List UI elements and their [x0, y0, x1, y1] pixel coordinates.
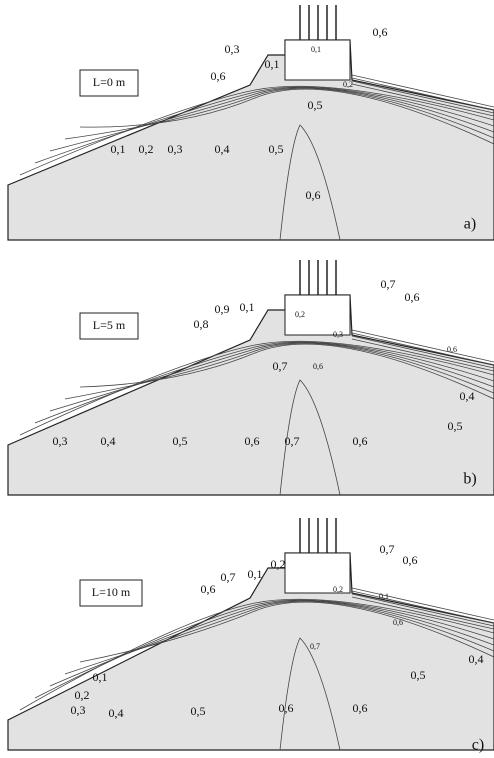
contour-label: 0,7 — [273, 359, 288, 373]
contour-label: 0,9 — [215, 302, 230, 316]
panel: L=5 m b) 0,7 0,6 0,9 0,1 0,2 0,8 0,3 0,6 0,7 0,6 0,4… — [8, 260, 494, 495]
contour-label: 0,3 — [333, 330, 343, 339]
contour-label: 0,7 — [381, 277, 396, 291]
contour-label: 0,1 — [240, 300, 255, 314]
contour-label: 0,2 — [295, 310, 305, 319]
contour-label: 0,4 — [460, 389, 475, 403]
contour-label: 0,6 — [211, 69, 226, 83]
contour-label: 0,6 — [393, 618, 403, 627]
contour-label: 0,3 — [53, 434, 68, 448]
contour-label: 0,3 — [225, 42, 240, 56]
contour-label: 0,1 — [311, 45, 321, 54]
panel-letter: b) — [463, 471, 476, 488]
contour-label: 0,6 — [405, 290, 420, 304]
contour-label: 0,7 — [221, 570, 236, 584]
contour-label: 0,6 — [306, 188, 321, 202]
contour-label: 0,6 — [447, 345, 457, 354]
contour-label: 0,2 — [343, 80, 353, 89]
contour-label: 0,5 — [308, 98, 323, 112]
panel-length: L=0 m — [93, 75, 126, 89]
contour-label: 0,5 — [191, 704, 206, 718]
contour-label: 0,4 — [215, 142, 230, 156]
panel-length: L=5 m — [93, 318, 126, 332]
contour-label: 0,3 — [71, 703, 86, 717]
contour-label: 0,4 — [109, 706, 124, 720]
figure: L=0 ma)0,60,30,10,10,60,20,50,10,20,30,4… — [0, 0, 494, 758]
contour-label: 0,6 — [353, 701, 368, 715]
contour-label: 0,6 — [201, 582, 216, 596]
contour-label: 0,5 — [173, 434, 188, 448]
contour-label: 0,1 — [265, 57, 280, 71]
contour-label: 0,8 — [194, 317, 209, 331]
contour-label: 0,6 — [403, 553, 418, 567]
contour-label: 0,2 — [139, 142, 154, 156]
contour-label: 0,7 — [285, 434, 300, 448]
contour-label: 0,6 — [353, 434, 368, 448]
contour-label: 0,6 — [313, 362, 323, 371]
contour-label: 0,2 — [271, 557, 286, 571]
contour-label: 0,2 — [333, 585, 343, 594]
contour-label: 0,2 — [75, 688, 90, 702]
contour-label: 0,7 — [310, 642, 320, 651]
contour-label: 0,5 — [448, 419, 463, 433]
contour-label: 0,1 — [248, 567, 263, 581]
panel-letter: c) — [472, 737, 484, 754]
contour-label: 0,1 — [379, 592, 389, 601]
contour-label: 0,6 — [245, 434, 260, 448]
contour-label: 0,1 — [93, 670, 108, 684]
panel-letter: a) — [464, 216, 476, 233]
contour-label: 0,5 — [269, 142, 284, 156]
contour-label: 0,6 — [373, 25, 388, 39]
panel: L=0 m a) 0,6 0,3 0,1 0,1 0,6 0,2 0,5 0,1 0,2 0,3 0,4… — [8, 5, 494, 240]
contour-label: 0,6 — [279, 701, 294, 715]
contour-label: 0,4 — [469, 652, 484, 666]
contour-label: 0,3 — [168, 142, 183, 156]
contour-label: 0,4 — [101, 434, 116, 448]
contour-label: 0,5 — [411, 668, 426, 682]
panel-length: L=10 m — [92, 585, 131, 599]
contour-label: 0,1 — [111, 142, 126, 156]
contour-label: 0,7 — [380, 542, 395, 556]
